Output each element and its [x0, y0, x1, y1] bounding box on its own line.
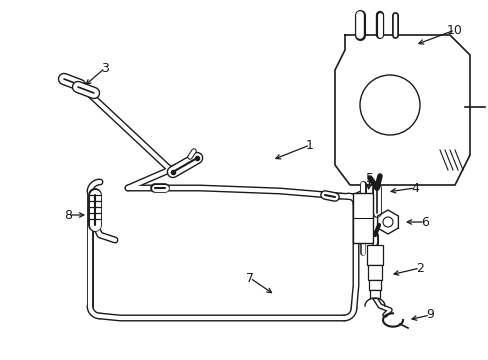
Text: 7: 7 [245, 271, 253, 284]
Text: 8: 8 [64, 208, 72, 221]
Text: 1: 1 [305, 139, 313, 152]
Text: 3: 3 [101, 62, 109, 75]
Text: 4: 4 [410, 181, 418, 194]
Text: 2: 2 [415, 261, 423, 274]
Bar [369, 290, 379, 298]
Bar [368, 280, 380, 290]
Text: 6: 6 [420, 216, 428, 229]
Text: 9: 9 [425, 309, 433, 321]
Polygon shape [334, 35, 469, 185]
Text: 5: 5 [365, 171, 373, 185]
Bar [366, 245, 382, 265]
Polygon shape [377, 210, 398, 234]
Bar [352, 193, 372, 243]
Bar [367, 265, 381, 280]
Text: 10: 10 [446, 23, 462, 36]
